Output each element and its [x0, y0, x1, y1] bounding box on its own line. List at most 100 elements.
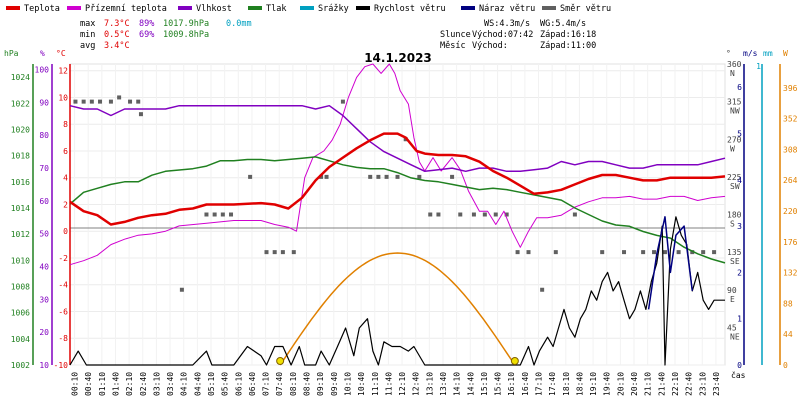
temperature-tick-label: 4 — [63, 174, 68, 183]
solar-tick-label: 396 — [783, 84, 798, 93]
x-tick-label: 01:40 — [111, 372, 120, 396]
x-tick-label: 15:40 — [494, 372, 503, 396]
wind-direction-point — [690, 250, 695, 255]
legend-label: Vlhkost — [196, 4, 232, 14]
humidity-tick-label: 80 — [39, 131, 49, 140]
legend-swatch — [67, 6, 81, 10]
solar-tick-label: 132 — [783, 269, 798, 278]
legend-swatch — [461, 6, 475, 10]
wind-direction-point — [248, 174, 253, 179]
direction-tick-label: 225 — [727, 173, 742, 182]
pressure-tick-label: 1024 — [11, 73, 30, 82]
chart-title: 14.1.2023 — [364, 51, 432, 65]
wind-direction-point — [220, 212, 225, 217]
solar-tick-label: 220 — [783, 207, 798, 216]
temperature-tick-label: 6 — [63, 147, 68, 156]
plot-frame — [69, 63, 726, 366]
legend-label: Teplota — [24, 4, 60, 14]
humidity-tick-label: 70 — [39, 164, 49, 173]
legend-swatch — [248, 6, 262, 10]
pressure-tick-label: 1016 — [11, 178, 30, 187]
pressure-tick-label: 1002 — [11, 361, 30, 370]
legend-swatch — [300, 6, 314, 10]
stats-block: max 7.3°C 89% 1017.9hPa 0.0mm min 0.5°C … — [80, 19, 252, 51]
x-tick-label: 22:10 — [671, 372, 680, 396]
pressure-tick-label: 1010 — [11, 256, 30, 265]
wind-direction-point — [340, 99, 345, 104]
x-tick-label: 11:40 — [384, 372, 393, 396]
temperature-tick-label: 0 — [63, 227, 68, 236]
x-tick-label: 03:10 — [152, 372, 161, 396]
wind-direction-point — [212, 212, 217, 217]
x-tick-label: 04:10 — [180, 372, 189, 396]
x-tick-label: 16:40 — [521, 372, 530, 396]
pressure-tick-label: 1014 — [11, 204, 30, 213]
sun-set: Západ:16:18 — [540, 30, 596, 40]
x-tick-label: 02:10 — [125, 372, 134, 396]
wind-direction-point — [436, 212, 441, 217]
stat-avg-label: avg — [80, 41, 95, 51]
unit-degc: °C — [56, 49, 66, 58]
wind-direction-point — [471, 212, 476, 217]
solar-tick-label: 0 — [783, 361, 788, 370]
pressure-tick-label: 1008 — [11, 282, 30, 291]
ws-value: WS:4.3m/s — [484, 19, 530, 29]
direction-tick-label: 315 — [727, 98, 742, 107]
temperature-tick-label: -8 — [58, 334, 68, 343]
wind-direction-point — [138, 112, 143, 117]
wind-direction-point — [324, 174, 329, 179]
x-tick-label: 18:10 — [562, 372, 571, 396]
temperature-tick-label: 8 — [63, 120, 68, 129]
humidity-tick-label: 90 — [39, 98, 49, 107]
x-axis-label: čas — [731, 370, 746, 380]
wind-direction-point — [701, 250, 706, 255]
x-tick-label: 08:40 — [303, 372, 312, 396]
legend-item-1: Přízemní teplota — [67, 4, 167, 14]
humidity-tick-label: 60 — [39, 197, 49, 206]
x-tick-label: 16:10 — [507, 372, 516, 396]
x-tick-label: 22:40 — [685, 372, 694, 396]
legend-swatch — [356, 6, 370, 10]
wind-direction-point — [641, 250, 646, 255]
wind-direction-point — [622, 250, 627, 255]
humidity-tick-label: 50 — [39, 230, 49, 239]
direction-compass-label: S — [730, 220, 735, 229]
x-tick-label: 10:40 — [357, 372, 366, 396]
x-tick-label: 06:40 — [248, 372, 257, 396]
direction-tick-label: 360 — [727, 60, 742, 69]
legend-label: Přízemní teplota — [85, 4, 167, 14]
solar-tick-label: 44 — [783, 330, 793, 339]
x-tick-label: 10:10 — [343, 372, 352, 396]
wind-tick-label: 5 — [737, 129, 742, 138]
wg-value: WG:5.4m/s — [540, 19, 586, 29]
unit-ms: m/s — [743, 49, 758, 58]
moon-set: Západ:11:00 — [540, 41, 596, 51]
legend-swatch — [6, 6, 20, 10]
stat-max-rain: 0.0mm — [226, 19, 252, 29]
humidity-tick-label: 100 — [35, 66, 50, 75]
wind-tick-label: 3 — [737, 222, 742, 231]
sun-label: Slunce — [440, 30, 471, 40]
wind-direction-point — [272, 250, 277, 255]
x-tick-label: 07:40 — [275, 372, 284, 396]
legend-item-3: Tlak — [248, 4, 286, 14]
pressure-tick-label: 1018 — [11, 152, 30, 161]
wind-direction-point — [81, 99, 86, 104]
wind-direction-point — [417, 174, 422, 179]
direction-tick-label: 45 — [727, 323, 737, 332]
wind-direction-point — [73, 99, 78, 104]
humidity-tick-label: 10 — [39, 361, 49, 370]
moon-label: Měsíc — [440, 41, 466, 51]
wind-direction-point — [204, 212, 209, 217]
unit-wm2: W — [783, 49, 788, 58]
wind-direction-point — [368, 174, 373, 179]
stat-max-temp: 7.3°C — [104, 19, 130, 29]
x-tick-label: 00:10 — [71, 372, 80, 396]
solar-radiation-line — [279, 252, 516, 366]
x-tick-label: 05:10 — [207, 372, 216, 396]
x-tick-label: 00:40 — [84, 372, 93, 396]
solar-tick-label: 352 — [783, 115, 798, 124]
legend-item-7: Směr větru — [542, 4, 611, 14]
wind-direction-point — [504, 212, 509, 217]
